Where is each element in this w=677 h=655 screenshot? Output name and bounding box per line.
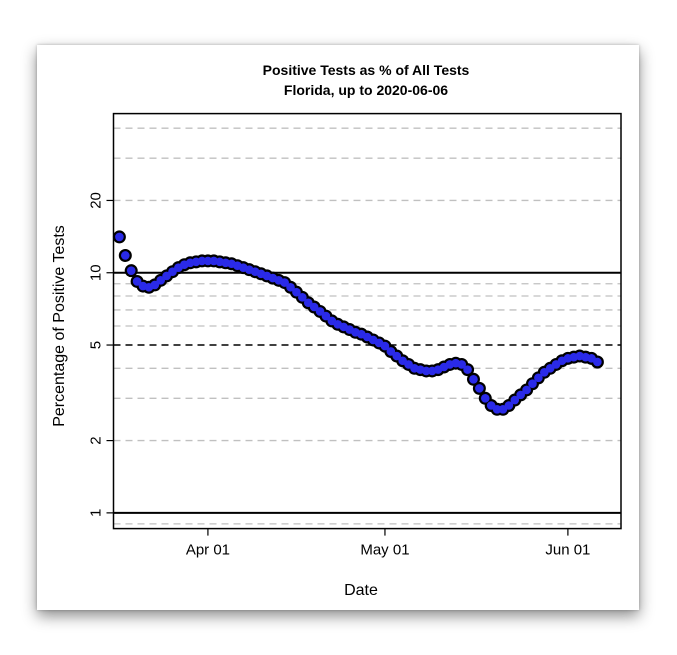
data-point	[516, 390, 525, 400]
data-point	[522, 385, 531, 395]
data-point	[480, 394, 490, 403]
data-point	[392, 351, 402, 361]
data-point	[321, 311, 331, 321]
chart-svg: Positive Tests as % of All Tests Florida…	[51, 62, 622, 599]
data-point	[421, 366, 431, 376]
x-tick-label: May 01	[360, 542, 409, 559]
data-point	[286, 282, 295, 292]
data-point	[150, 280, 160, 290]
y-tick-label: 5	[88, 341, 105, 349]
y-axis-label: Percentage of Positive Tests	[51, 225, 68, 427]
x-tick-label: Jun 01	[545, 542, 590, 559]
data-point	[309, 302, 319, 312]
data-point	[303, 298, 313, 308]
chart-title: Positive Tests as % of All Tests	[263, 62, 470, 78]
data-point	[463, 365, 472, 374]
data-point	[593, 357, 602, 367]
data-point	[132, 277, 142, 286]
chart-subtitle: Florida, up to 2020-06-06	[284, 82, 448, 98]
data-point	[528, 379, 537, 389]
data-point	[315, 307, 325, 316]
data-point	[380, 341, 390, 351]
data-point	[386, 347, 396, 356]
plot-frame	[112, 112, 622, 530]
x-tick-label: Apr 01	[186, 542, 230, 559]
data-point	[197, 256, 207, 266]
data-point	[126, 266, 136, 275]
data-point	[475, 384, 484, 393]
y-tick-label: 10	[88, 264, 105, 281]
data-point	[156, 276, 166, 285]
data-point	[298, 293, 307, 302]
data-point	[203, 256, 213, 266]
data-point	[469, 374, 478, 384]
data-point	[457, 360, 466, 369]
chart-window: Positive Tests as % of All Tests Florida…	[37, 45, 639, 610]
data-point	[115, 232, 124, 242]
y-tick-label: 20	[88, 192, 105, 209]
data-point	[121, 251, 130, 260]
data-point	[280, 278, 289, 287]
x-axis-label: Date	[344, 582, 378, 599]
data-point	[492, 404, 502, 414]
data-point	[292, 287, 301, 297]
data-point	[510, 395, 520, 405]
data-point	[534, 373, 543, 383]
y-tick-label: 2	[88, 436, 105, 444]
data-point	[504, 401, 514, 410]
y-tick-label: 1	[88, 509, 105, 517]
